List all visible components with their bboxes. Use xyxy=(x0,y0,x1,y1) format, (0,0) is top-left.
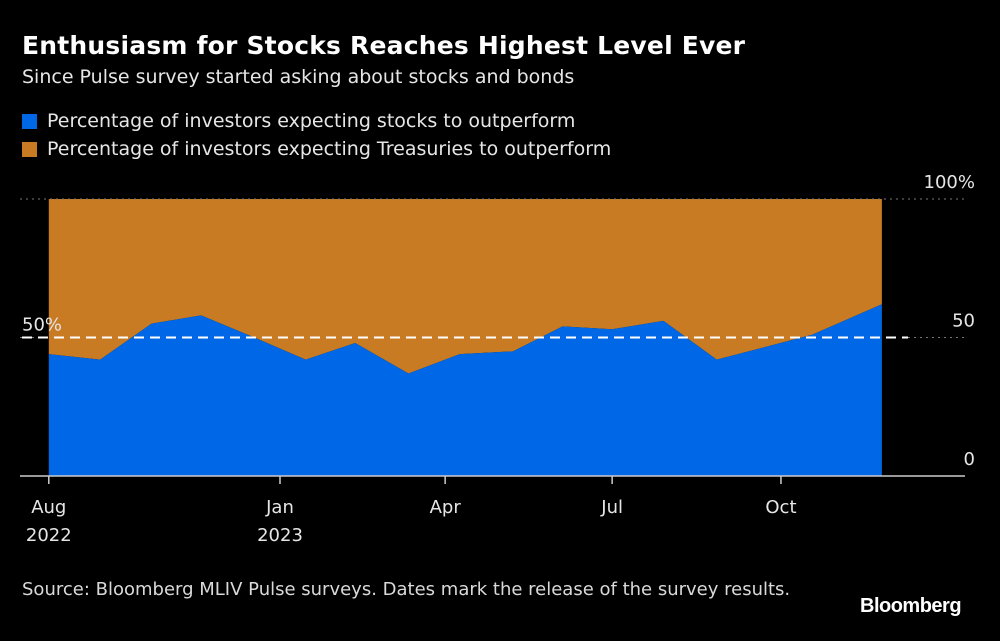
x-tick-label: Jul xyxy=(600,497,623,518)
chart-subtitle: Since Pulse survey started asking about … xyxy=(22,66,575,88)
legend-swatch-treasuries xyxy=(22,141,37,157)
x-tick-sublabel: 2022 xyxy=(26,525,72,546)
x-tick-label: Aug xyxy=(31,497,66,518)
area-stocks xyxy=(48,304,882,476)
y-tick-label: 100% xyxy=(924,172,975,193)
x-tick-label: Jan xyxy=(265,497,294,518)
bloomberg-logo: Bloomberg xyxy=(860,595,962,617)
legend-item-treasuries: Percentage of investors expecting Treasu… xyxy=(22,138,611,160)
legend-item-stocks: Percentage of investors expecting stocks… xyxy=(22,110,575,132)
chart-title: Enthusiasm for Stocks Reaches Highest Le… xyxy=(22,31,746,60)
source-note: Source: Bloomberg MLIV Pulse surveys. Da… xyxy=(22,579,791,600)
reference-line-label: 50% xyxy=(22,315,62,336)
x-tick-label: Oct xyxy=(765,497,796,518)
legend-label-treasuries: Percentage of investors expecting Treasu… xyxy=(47,138,612,160)
legend-swatch-stocks xyxy=(22,113,37,129)
x-tick-label: Apr xyxy=(430,497,462,518)
legend-label-stocks: Percentage of investors expecting stocks… xyxy=(47,110,576,132)
y-tick-label: 50 xyxy=(952,311,975,332)
y-tick-label: 0 xyxy=(964,449,975,470)
area-treasuries xyxy=(48,199,882,374)
x-tick-sublabel: 2023 xyxy=(257,525,303,546)
